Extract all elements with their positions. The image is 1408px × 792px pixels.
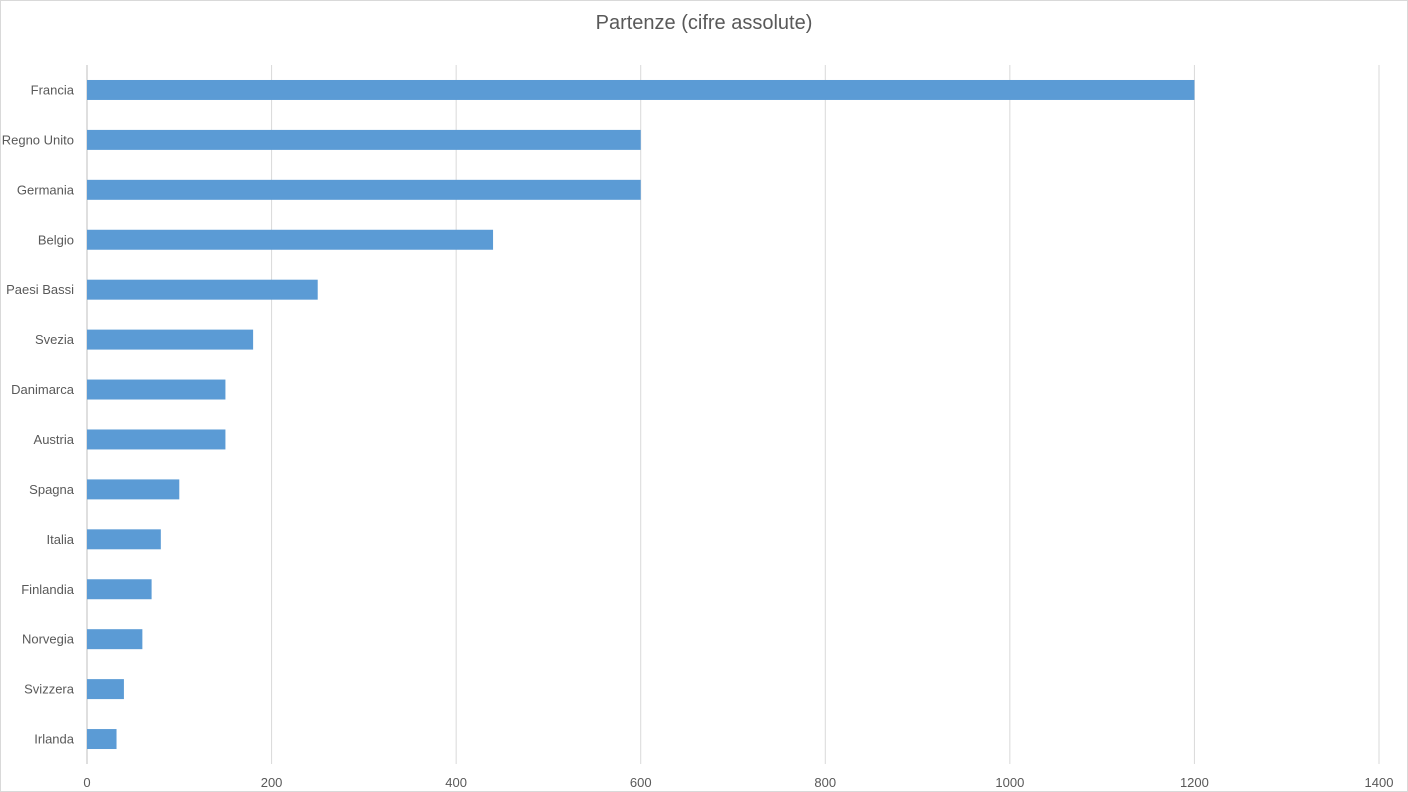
category-label: Regno Unito xyxy=(2,132,74,147)
x-tick-label: 1400 xyxy=(1365,775,1394,790)
x-tick-label: 1000 xyxy=(995,775,1024,790)
x-tick-label: 800 xyxy=(814,775,836,790)
bar xyxy=(87,79,1195,100)
x-tick-label: 400 xyxy=(445,775,467,790)
category-label: Svezia xyxy=(35,332,75,347)
category-label: Francia xyxy=(31,82,75,97)
bar xyxy=(87,179,641,200)
category-label: Finlandia xyxy=(21,582,75,597)
bar xyxy=(87,679,124,700)
x-tick-label: 600 xyxy=(630,775,652,790)
category-label: Italia xyxy=(47,532,75,547)
bar xyxy=(87,229,494,250)
bar xyxy=(87,529,161,550)
x-tick-label: 0 xyxy=(83,775,90,790)
category-label: Germania xyxy=(17,182,75,197)
category-label: Belgio xyxy=(38,232,74,247)
bar xyxy=(87,629,143,650)
category-label: Svizzera xyxy=(24,682,75,697)
x-tick-label: 200 xyxy=(261,775,283,790)
x-tick-label: 1200 xyxy=(1180,775,1209,790)
bar xyxy=(87,429,226,450)
bar xyxy=(87,279,318,300)
chart-title: Partenze (cifre assolute) xyxy=(595,12,813,34)
bar xyxy=(87,379,226,400)
category-label: Danimarca xyxy=(11,382,75,397)
bar xyxy=(87,129,641,150)
bar xyxy=(87,329,254,350)
bar xyxy=(87,729,117,750)
category-label: Norvegia xyxy=(22,632,75,647)
bar xyxy=(87,479,180,500)
category-label: Austria xyxy=(34,432,75,447)
category-label: Spagna xyxy=(29,482,75,497)
bar xyxy=(87,579,152,600)
category-label: Paesi Bassi xyxy=(6,282,74,297)
category-label: Irlanda xyxy=(34,732,75,747)
